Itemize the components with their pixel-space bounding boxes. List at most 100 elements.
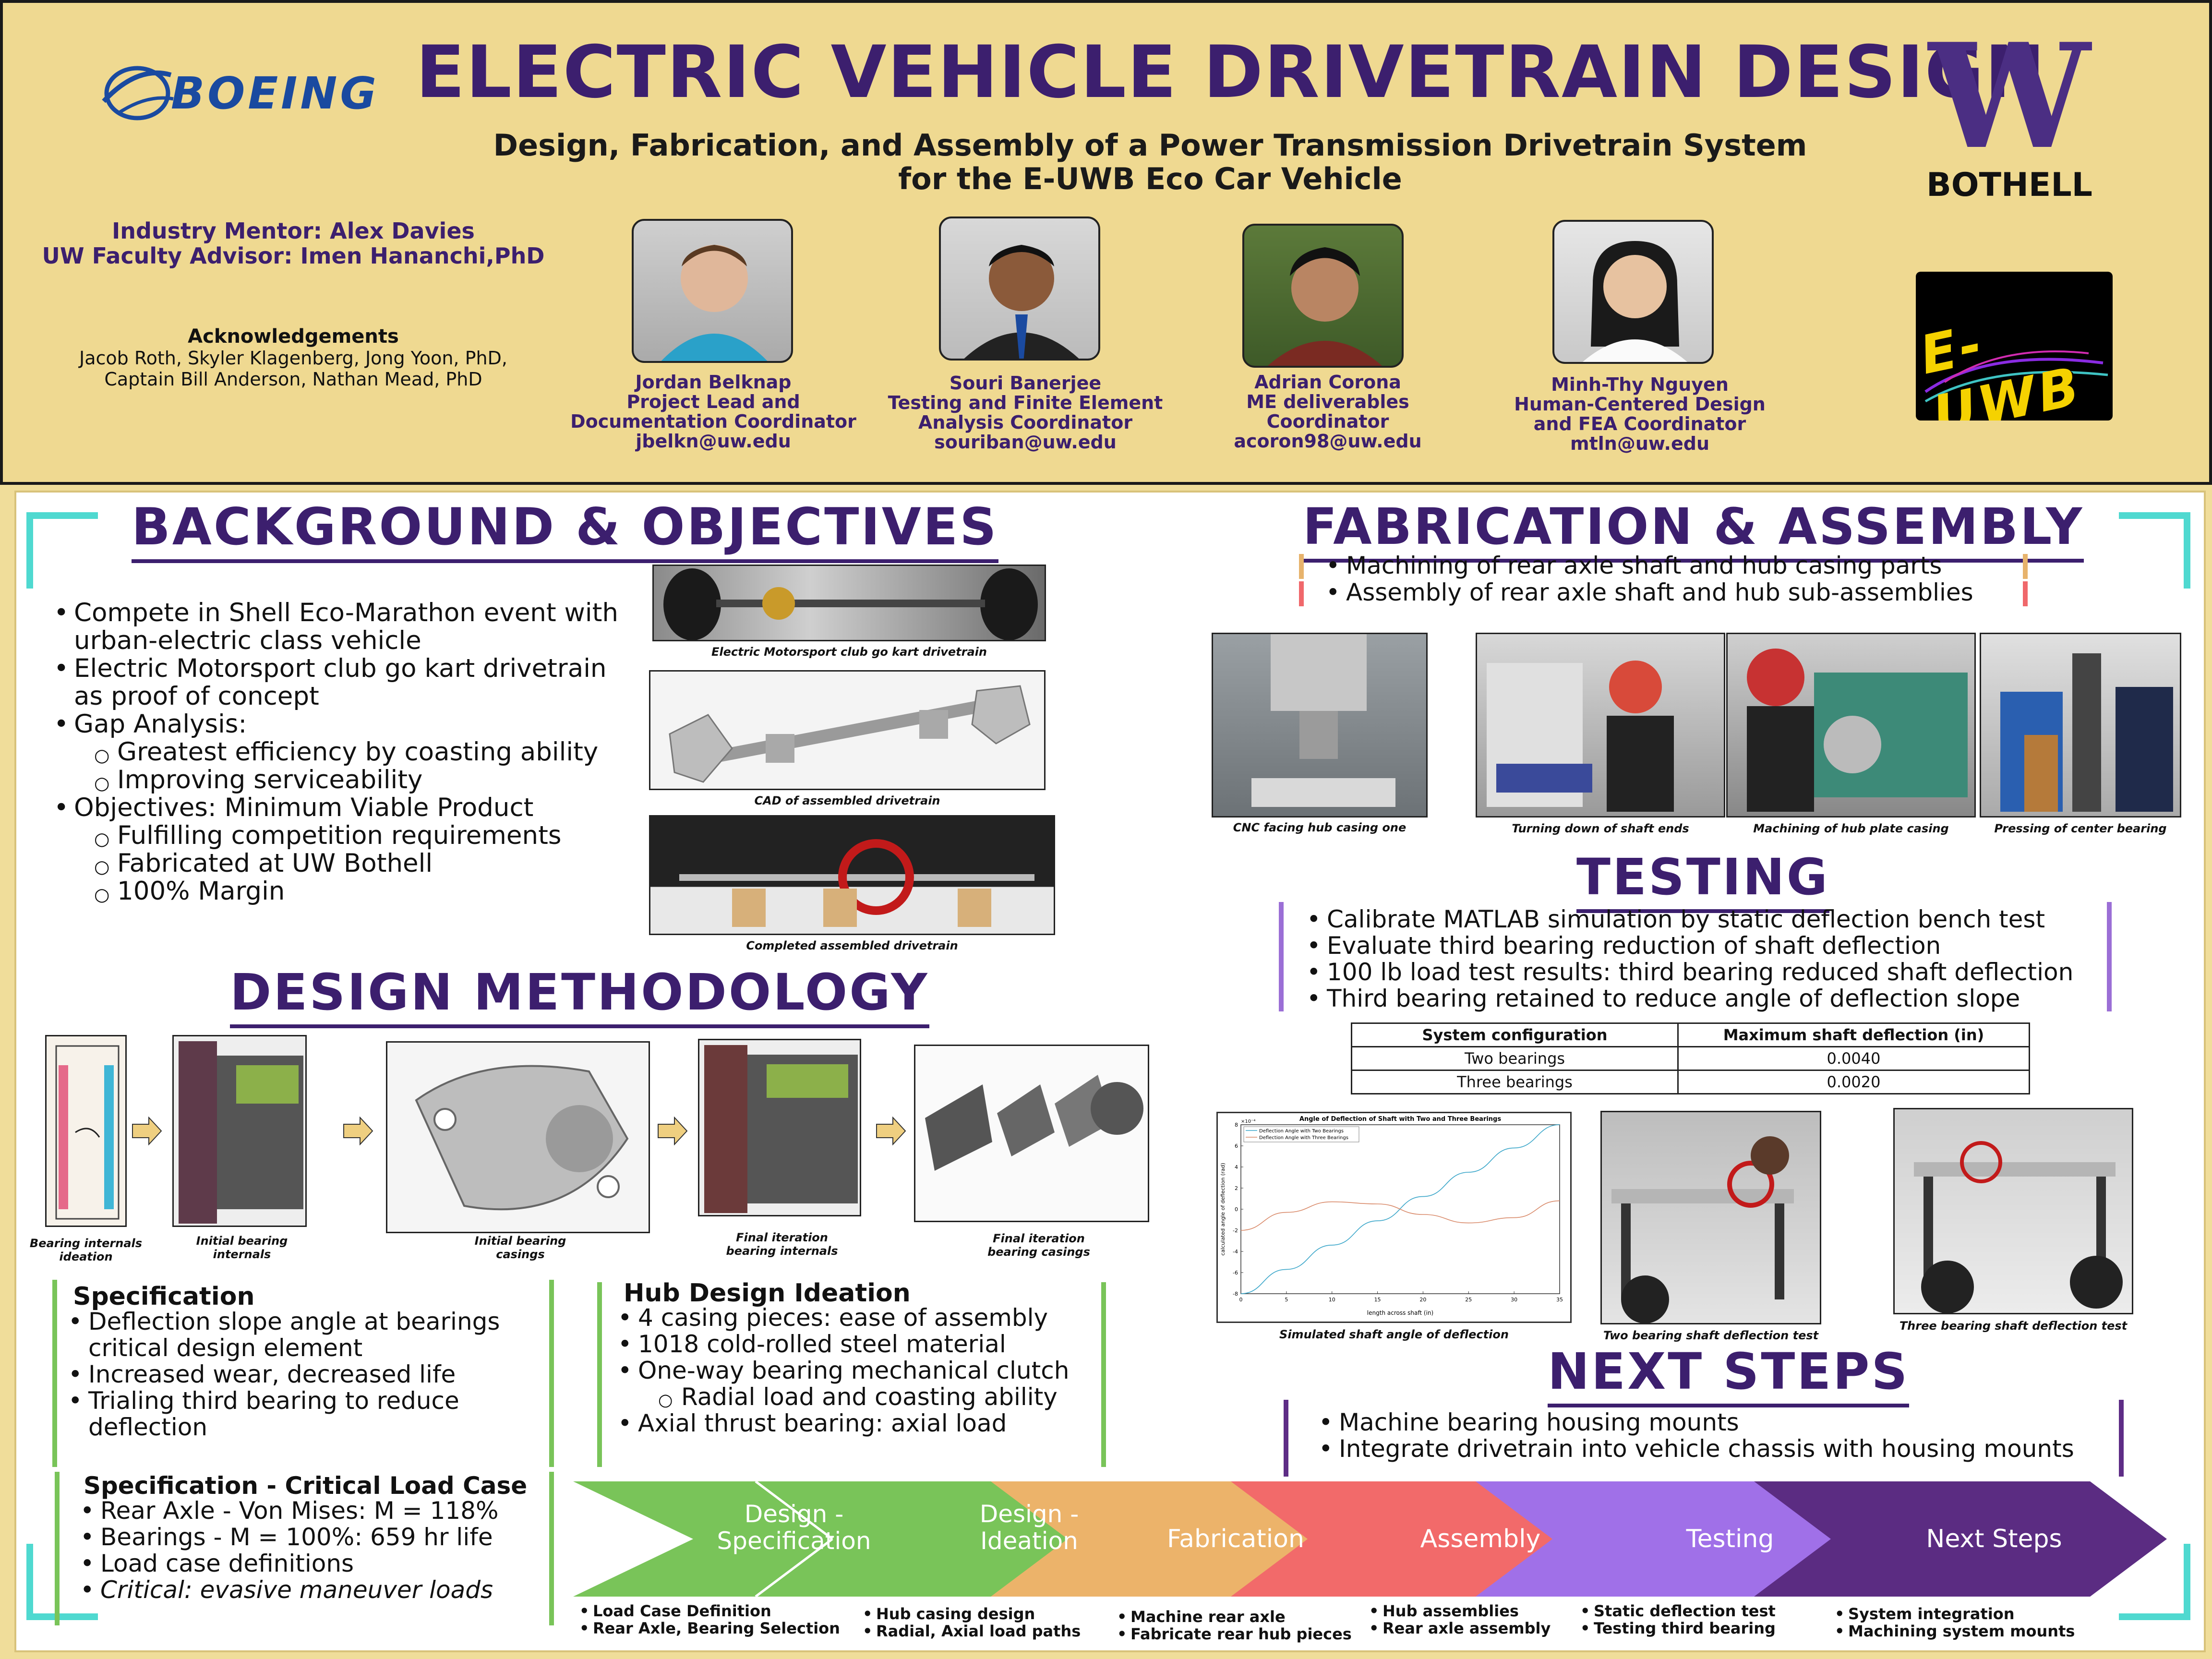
image-final-bearing-casings <box>914 1045 1149 1222</box>
corner-bracket-icon <box>26 1544 98 1620</box>
shaft-cad-icon <box>669 685 1031 783</box>
portrait-souri <box>939 216 1100 361</box>
chart-y-exponent: ×10⁻⁴ <box>1241 1119 1255 1124</box>
person-machining-icon <box>1487 661 1674 812</box>
caption-pressing: Pressing of center bearing <box>1994 822 2167 835</box>
accent-bar <box>1299 554 1304 579</box>
press-icon <box>2000 653 2173 812</box>
table-cell: 0.0040 <box>1677 1046 2030 1071</box>
hub-title: Hub Design Ideation <box>624 1279 911 1308</box>
next-steps-heading: NEXT STEPS <box>1548 1342 1909 1407</box>
chart-y-tick-label: -2 <box>1233 1227 1238 1234</box>
accent-bar <box>549 1472 554 1625</box>
testing-list: Calibrate MATLAB simulation by static de… <box>1303 906 2114 1012</box>
corner-bracket-icon <box>26 512 98 589</box>
caption-cad: CAD of assembled drivetrain <box>754 794 940 807</box>
boeing-wordmark: BOEING <box>171 68 379 119</box>
lathe-icon <box>1747 649 1968 812</box>
bearing-internals-icon <box>704 1045 858 1213</box>
chart-y-tick-label: 0 <box>1235 1206 1238 1213</box>
critical-title: Specification - Critical Load Case <box>84 1472 528 1500</box>
portrait-adrian <box>1242 224 1404 368</box>
chart-legend-label: Deflection Angle with Two Bearings <box>1259 1129 1344 1134</box>
stage-bullets-2: Hub casing design Radial, Axial load pat… <box>859 1605 1081 1640</box>
chart-x-tick-label: 0 <box>1239 1297 1243 1303</box>
spec-title: Specification <box>73 1282 255 1311</box>
team-member-1: Jordan Belknap Project Lead and Documentat… <box>570 372 856 452</box>
race-car-icon <box>1924 350 2108 403</box>
accent-bar <box>1279 902 1284 1011</box>
corner-bracket-icon <box>2119 512 2190 589</box>
fabrication-heading: FABRICATION & ASSEMBLY <box>1303 497 2084 563</box>
chart-x-tick-label: 35 <box>1556 1297 1563 1303</box>
photo-three-bearing-test <box>1893 1108 2133 1314</box>
stage-label-5: Testing <box>1686 1525 1774 1553</box>
person-icon <box>964 245 1079 359</box>
bg-item: Objectives: Minimum Viable Product <box>50 794 650 822</box>
accent-bar <box>2023 554 2028 579</box>
fabrication-list: Machining of rear axle shaft and hub cas… <box>1322 552 2023 606</box>
caption-hub-plate: Machining of hub plate casing <box>1753 822 1949 835</box>
test-rig-icon <box>1611 1136 1794 1323</box>
advisor-line: UW Faculty Advisor: Imen Hananchi,PhD <box>42 243 545 269</box>
team-member-3: Adrian Corona ME deliverables Coordinator a… <box>1234 372 1422 452</box>
chart-legend-box <box>1243 1126 1359 1142</box>
accent-bar <box>1284 1400 1288 1477</box>
poster-title: ELECTRIC VEHICLE DRIVETRAIN DESIGN <box>416 31 2046 114</box>
caption-cnc: CNC facing hub casing one <box>1233 821 1407 834</box>
bg-item: Compete in Shell Eco-Marathon event with <box>50 599 650 627</box>
bg-subitem: 100% Margin <box>50 878 650 909</box>
portrait-jordan <box>632 219 793 363</box>
accent-bar <box>52 1280 57 1467</box>
poster-subtitle-1: Design, Fabrication, and Assembly of a P… <box>493 128 1807 163</box>
table-cell: Three bearings <box>1351 1070 1679 1094</box>
uw-bothell-logo: W BOTHELL <box>1913 24 2105 204</box>
poster-subtitle-2: for the E-UWB Eco Car Vehicle <box>898 161 1402 196</box>
chart-x-tick-label: 30 <box>1511 1297 1517 1303</box>
photo-completed-drivetrain <box>649 815 1055 935</box>
photo-turning-shaft <box>1476 633 1725 817</box>
drivetrain-icon <box>679 839 1034 927</box>
caption-gokart: Electric Motorsport club go kart drivetr… <box>711 645 987 659</box>
wheel-icon <box>663 568 1038 640</box>
image-bearing-ideation <box>45 1035 127 1227</box>
chart-legend-label: Deflection Angle with Three Bearings <box>1259 1135 1348 1141</box>
bg-item: Electric Motorsport club go kart drivetr… <box>50 655 650 683</box>
team-member-4: Minh-Thy Nguyen Human-Centered Design and … <box>1514 374 1766 454</box>
image-cad-drivetrain <box>649 670 1046 790</box>
stage-label-3: Fabrication <box>1167 1525 1304 1553</box>
hub-list: 4 casing pieces: ease of assembly 1018 c… <box>614 1305 1099 1437</box>
person-icon <box>1583 241 1687 362</box>
table-cell: Two bearings <box>1351 1046 1679 1071</box>
caption-final-internals: Final iteration bearing internals <box>726 1231 838 1258</box>
chevron-testing <box>1476 1481 1869 1597</box>
timeline-chevrons <box>573 1481 2167 1597</box>
deflection-chart: Angle of Deflection of Shaft with Two an… <box>1220 1116 1563 1316</box>
chevron-assembly <box>1231 1481 1591 1597</box>
caption-completed: Completed assembled drivetrain <box>746 939 958 952</box>
arrow-right-icon <box>132 1117 162 1145</box>
stage-bullets-3: Machine rear axle Fabricate rear hub pie… <box>1113 1608 1352 1643</box>
cnc-machine-icon <box>1251 634 1395 807</box>
stage-label-2: Design - Ideation <box>979 1500 1079 1555</box>
accent-bar <box>2023 581 2028 606</box>
casing-icon <box>415 1065 629 1211</box>
stage-label-6: Next Steps <box>1926 1525 2062 1553</box>
stage-label-1: Design - Specification <box>717 1500 871 1555</box>
accent-bar <box>549 1280 554 1467</box>
arrow-right-icon <box>876 1117 906 1145</box>
spec-list: Deflection slope angle at bearings criti… <box>64 1309 544 1441</box>
caption-simulated: Simulated shaft angle of deflection <box>1279 1328 1509 1341</box>
casing-icon <box>925 1075 1143 1171</box>
caption-initial-internals: Initial bearing internals <box>196 1234 288 1261</box>
stage-bullets-5: Static deflection test Testing third bea… <box>1576 1602 1776 1637</box>
boeing-symbol-icon <box>102 66 174 120</box>
chart-y-tick-label: -8 <box>1233 1291 1238 1297</box>
poster-header: BOEING ELECTRIC VEHICLE DRIVETRAIN DESIG… <box>0 0 2212 485</box>
chart-y-tick-label: 8 <box>1235 1122 1238 1128</box>
bg-item-cont: as proof of concept <box>74 682 319 711</box>
deflection-chart-frame: Angle of Deflection of Shaft with Two an… <box>1216 1112 1572 1323</box>
photo-gokart-drivetrain <box>652 565 1046 641</box>
sketch-icon <box>55 1045 120 1220</box>
accent-bar <box>2119 1400 2124 1477</box>
